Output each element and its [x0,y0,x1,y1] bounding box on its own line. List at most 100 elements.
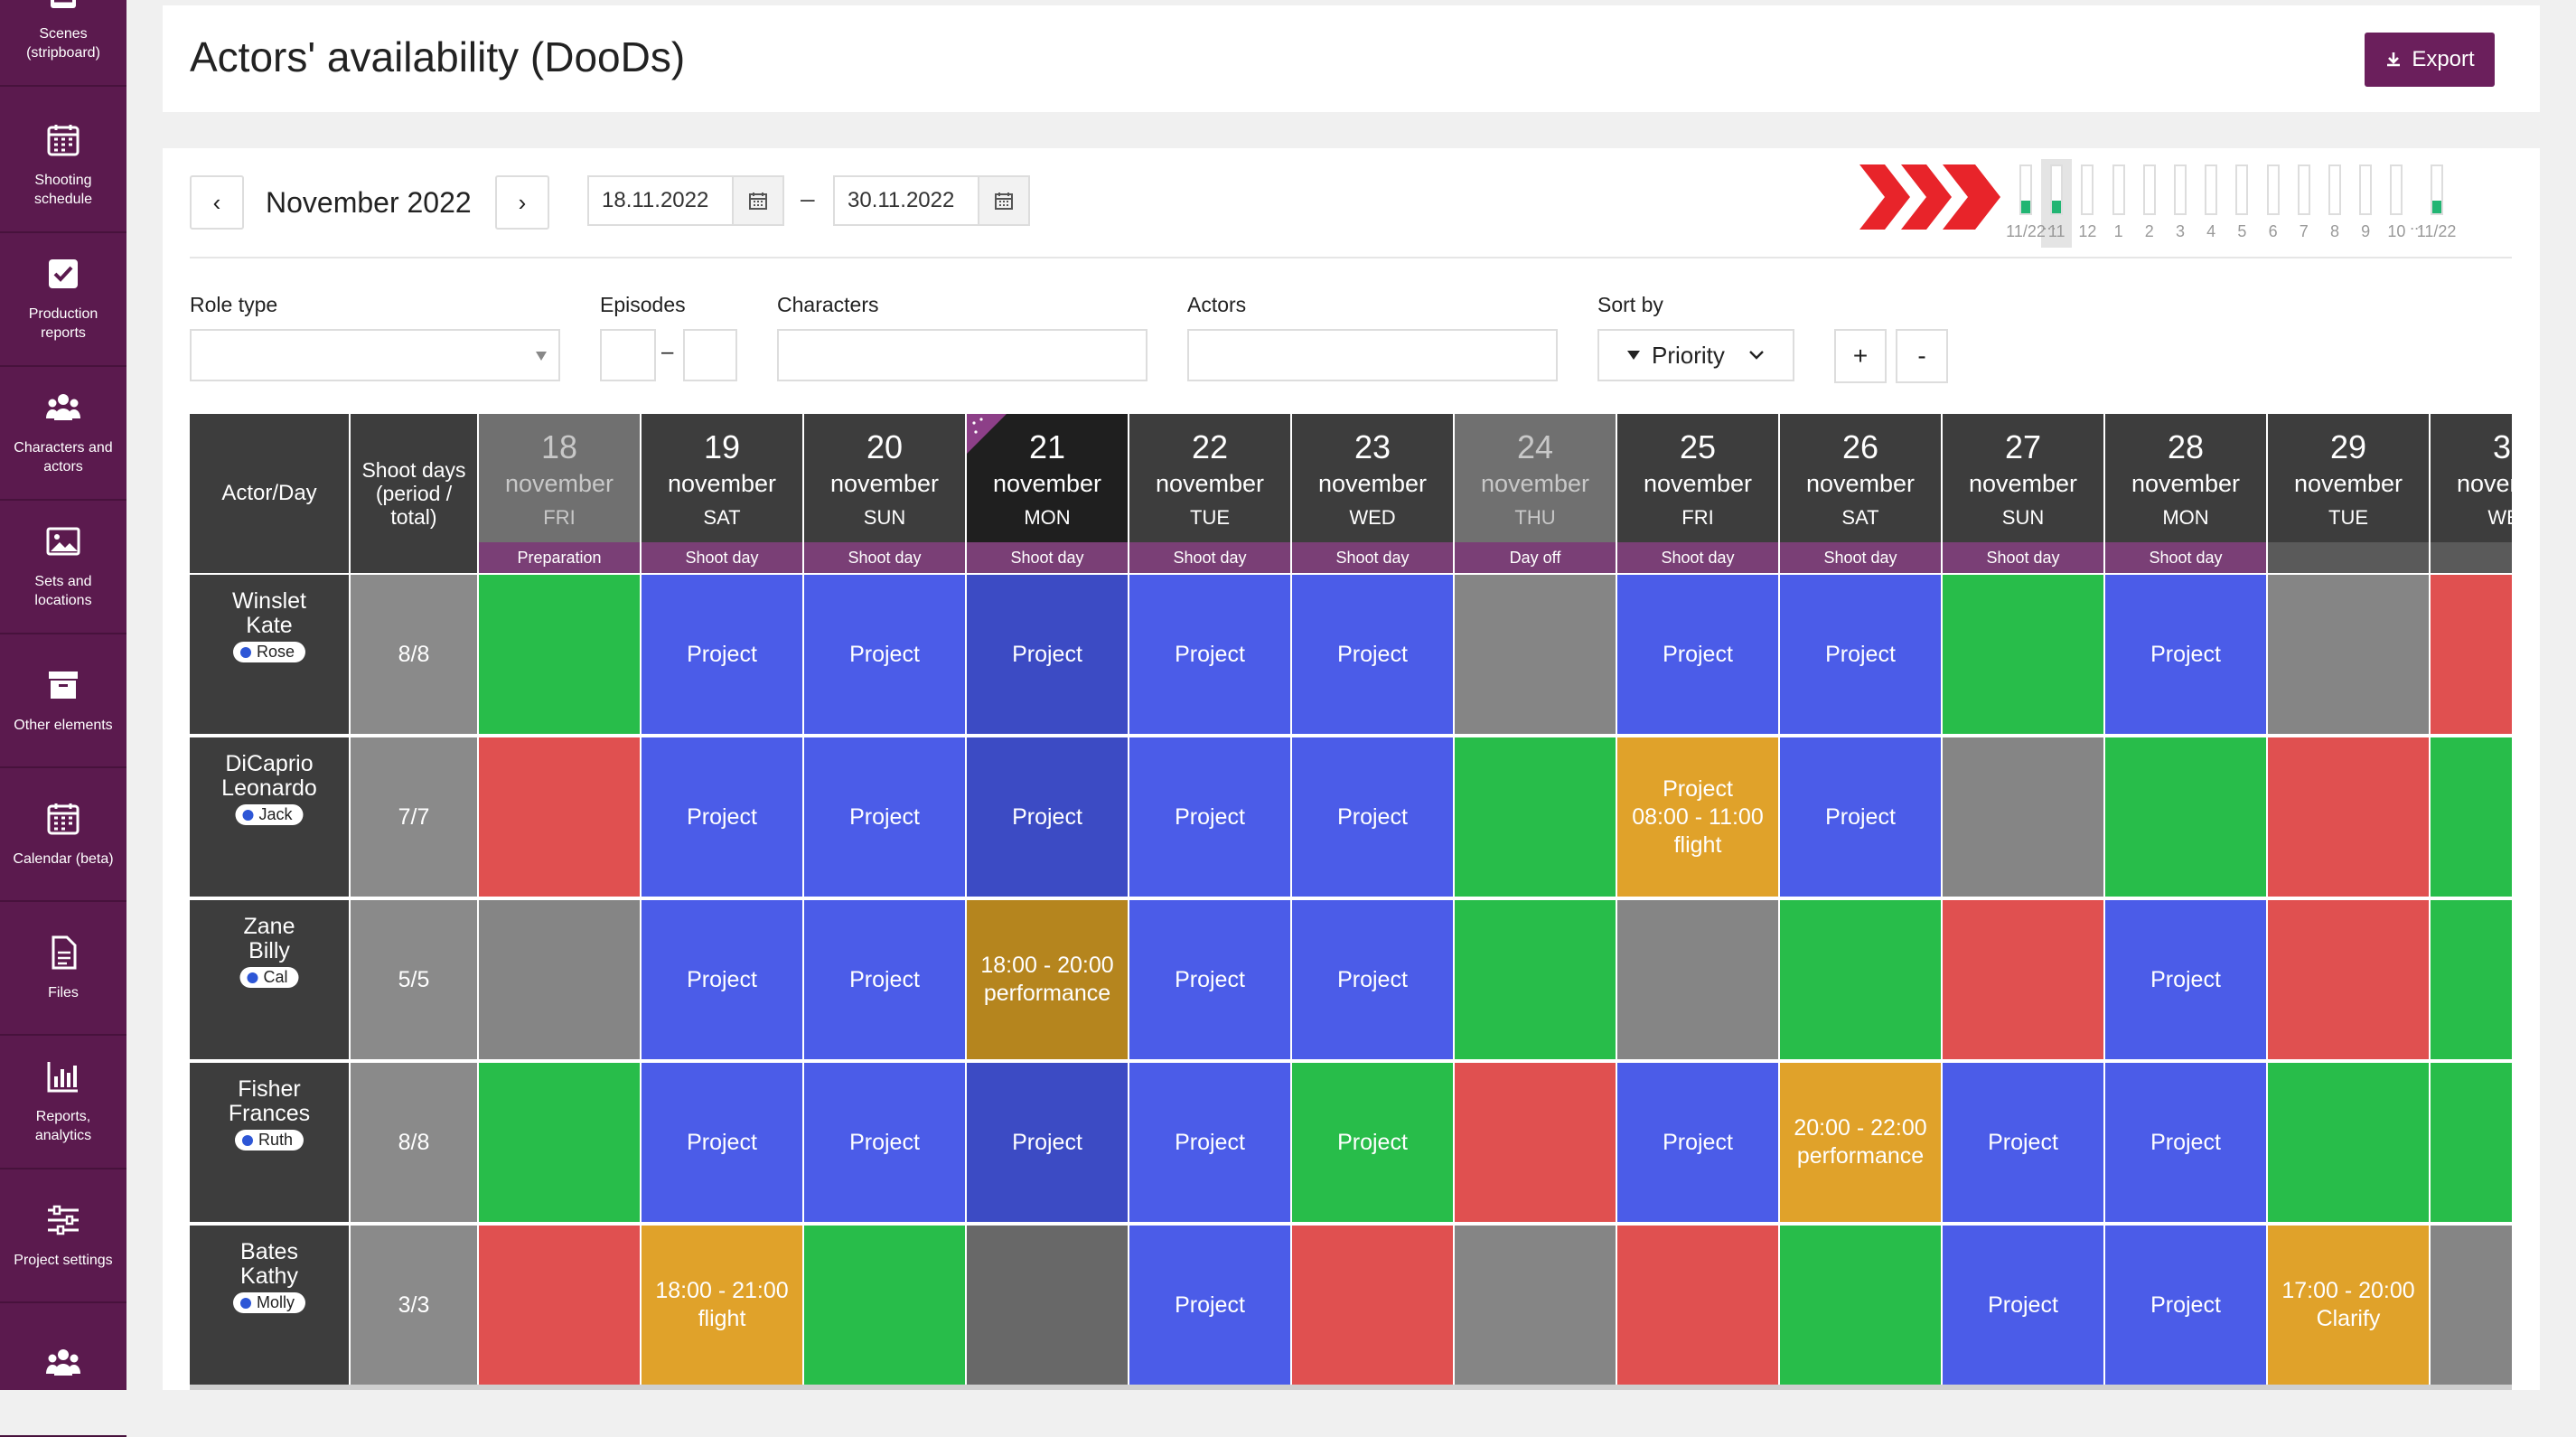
day-header[interactable]: 21 november MON [967,414,1128,542]
day-header[interactable]: 18 november FRI [479,414,640,542]
day-header[interactable]: 22 november TUE [1129,414,1290,542]
availability-cell[interactable] [479,737,640,897]
day-header[interactable]: 28 november MON [2105,414,2266,542]
availability-cell[interactable] [1943,737,2103,897]
availability-cell[interactable] [1943,900,2103,1059]
prev-month-button[interactable]: ‹ [190,175,244,230]
availability-cell[interactable] [1292,1226,1453,1385]
sidebar-item-11[interactable] [0,1303,126,1437]
availability-cell[interactable] [2431,1226,2512,1385]
sidebar-item-6[interactable]: Other elements [0,634,126,768]
minimap-bar[interactable] [2430,164,2443,215]
availability-cell[interactable]: Project [967,575,1128,734]
availability-cell[interactable]: 17:00 - 20:00 Clarify [2268,1226,2429,1385]
availability-cell[interactable]: Project [2105,1226,2266,1385]
actors-input[interactable] [1187,329,1558,381]
availability-cell[interactable]: Project [1292,900,1453,1059]
availability-cell[interactable]: Project [804,737,965,897]
availability-cell[interactable] [2105,737,2266,897]
availability-cell[interactable]: Project [1780,737,1941,897]
calendar-icon[interactable] [732,177,782,224]
availability-cell[interactable]: Project [967,1063,1128,1222]
minimap-bar[interactable] [2142,164,2156,215]
availability-cell[interactable]: Project 08:00 - 11:00 flight [1617,737,1778,897]
availability-cell[interactable]: Project [1292,1063,1453,1222]
availability-cell[interactable] [2268,900,2429,1059]
actor-cell[interactable]: Zane Billy Cal [190,900,349,1059]
role-type-select[interactable] [190,329,560,381]
minimap-bar[interactable] [2297,164,2310,215]
sidebar-item-8[interactable]: Files [0,902,126,1036]
availability-cell[interactable] [1455,1063,1616,1222]
minimap-bar[interactable] [2205,164,2218,215]
date-to-field[interactable]: 30.11.2022 [833,175,1030,226]
actor-cell[interactable]: Winslet Kate Rose [190,575,349,734]
availability-cell[interactable]: Project [1129,737,1290,897]
availability-cell[interactable]: Project [1617,575,1778,734]
minimap-bar[interactable] [2235,164,2249,215]
minimap-bar[interactable] [2328,164,2341,215]
availability-cell[interactable]: Project [1292,737,1453,897]
availability-cell[interactable]: Project [804,1063,965,1222]
minimap-bar[interactable] [2050,164,2064,215]
availability-cell[interactable]: Project [1129,1063,1290,1222]
zoom-in-button[interactable]: + [1834,329,1887,383]
zoom-out-button[interactable]: - [1896,329,1948,383]
availability-cell[interactable] [1455,737,1616,897]
characters-input[interactable] [777,329,1147,381]
day-header[interactable]: 27 november SUN [1943,414,2103,542]
day-header[interactable]: 19 november SAT [642,414,802,542]
minimap-bar[interactable] [2112,164,2125,215]
minimap-bar[interactable] [2266,164,2280,215]
actor-cell[interactable]: Fisher Frances Ruth [190,1063,349,1222]
availability-cell[interactable]: Project [642,1063,802,1222]
availability-cell[interactable] [2431,575,2512,734]
availability-cell[interactable] [2431,1063,2512,1222]
availability-cell[interactable]: Project [1617,1063,1778,1222]
availability-cell[interactable] [479,1226,640,1385]
day-header[interactable]: 20 november SUN [804,414,965,542]
day-header[interactable]: 30 november WED [2431,414,2512,542]
availability-cell[interactable] [479,575,640,734]
minimap-bar[interactable] [2390,164,2403,215]
availability-cell[interactable]: Project [1943,1226,2103,1385]
availability-cell[interactable]: Project [1129,900,1290,1059]
availability-cell[interactable]: Project [642,900,802,1059]
availability-cell[interactable] [2268,737,2429,897]
availability-cell[interactable]: Project [642,575,802,734]
availability-cell[interactable]: Project [642,737,802,897]
availability-cell[interactable]: Project [2105,900,2266,1059]
availability-cell[interactable]: Project [2105,575,2266,734]
availability-cell[interactable] [1617,900,1778,1059]
minimap-bar[interactable] [2359,164,2373,215]
availability-cell[interactable]: Project [1129,1226,1290,1385]
availability-cell[interactable]: Project [1943,1063,2103,1222]
availability-cell[interactable]: Project [1780,575,1941,734]
episode-from-input[interactable] [600,329,656,381]
availability-cell[interactable]: 20:00 - 22:00 performance [1780,1063,1941,1222]
availability-cell[interactable] [2268,1063,2429,1222]
day-header[interactable]: 24 november THU [1455,414,1616,542]
availability-cell[interactable] [1455,900,1616,1059]
day-header[interactable]: 23 november WED [1292,414,1453,542]
sidebar-item-9[interactable]: Reports, analytics [0,1036,126,1169]
next-month-button[interactable]: › [495,175,549,230]
minimap-bar[interactable] [2019,164,2032,215]
sidebar-item-10[interactable]: Project settings [0,1169,126,1303]
availability-cell[interactable] [479,1063,640,1222]
availability-cell[interactable] [1780,900,1941,1059]
availability-cell[interactable]: Project [1292,575,1453,734]
availability-cell[interactable] [1455,1226,1616,1385]
availability-cell[interactable]: Project [1129,575,1290,734]
sidebar-item-1[interactable]: Scenes (stripboard) [0,0,126,87]
availability-cell[interactable]: Project [967,737,1128,897]
availability-cell[interactable] [479,900,640,1059]
availability-cell[interactable] [2431,737,2512,897]
day-header[interactable]: 26 november SAT [1780,414,1941,542]
availability-cell[interactable]: Project [804,900,965,1059]
horizontal-scrollbar[interactable] [190,1385,2512,1390]
sidebar-item-2[interactable]: Shooting schedule [0,99,126,233]
scroll-chevrons-icon[interactable] [1858,161,2002,233]
sidebar-item-3[interactable]: Production reports [0,233,126,367]
day-header[interactable]: 29 november TUE [2268,414,2429,542]
